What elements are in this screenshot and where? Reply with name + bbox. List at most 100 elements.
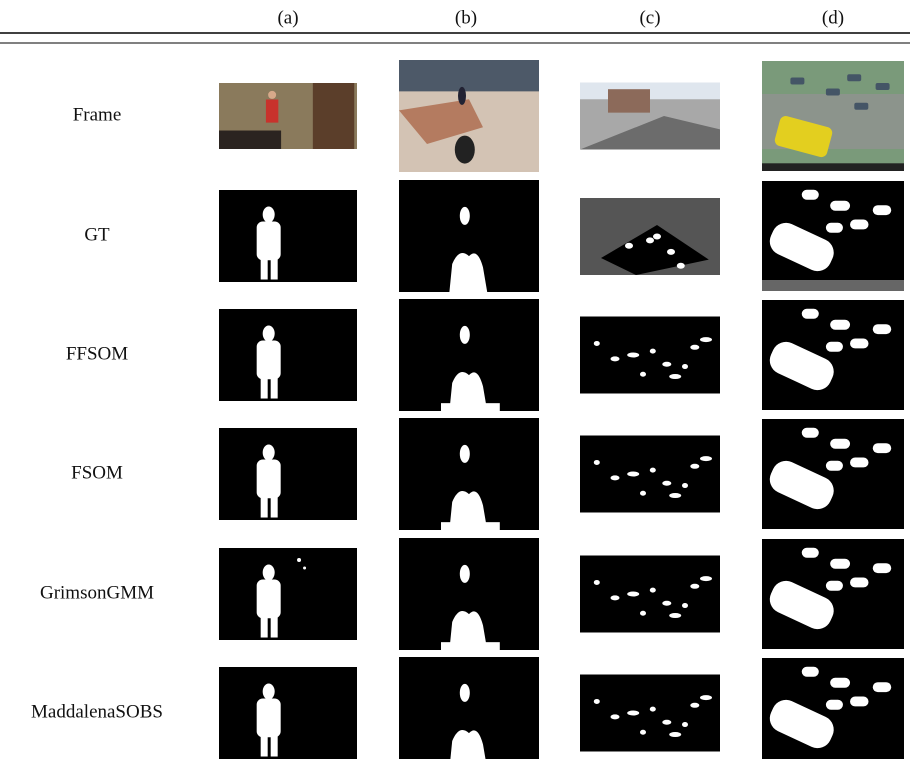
blob	[662, 362, 671, 367]
blob	[627, 711, 639, 716]
blob	[257, 580, 281, 619]
shade	[762, 280, 904, 291]
blob	[257, 460, 281, 499]
mask-image	[580, 317, 720, 394]
blob	[460, 445, 470, 463]
scene	[876, 83, 890, 90]
mask-image	[580, 436, 720, 513]
blob	[850, 697, 868, 707]
blob	[594, 460, 600, 465]
blob	[873, 205, 891, 215]
blob	[297, 558, 301, 562]
blob	[662, 481, 671, 486]
blob	[802, 548, 819, 558]
blob	[261, 495, 268, 518]
mask-image	[219, 428, 357, 520]
blob	[263, 445, 275, 461]
blob	[700, 337, 712, 342]
scene	[458, 87, 466, 105]
page: {"header": {"columns": ["(a)", "(b)", "(…	[0, 0, 910, 759]
blob	[257, 699, 281, 738]
blob	[640, 611, 646, 616]
blob	[263, 565, 275, 581]
blob	[627, 472, 639, 477]
blob	[460, 326, 470, 344]
blob	[690, 464, 699, 469]
blob	[640, 491, 646, 496]
scene	[854, 103, 868, 110]
blob	[646, 237, 654, 243]
mask-image	[219, 667, 357, 759]
blob	[257, 341, 281, 380]
blob	[441, 403, 500, 411]
mask-image	[580, 556, 720, 633]
blob	[826, 461, 843, 471]
mask-image	[219, 190, 357, 282]
blob	[611, 475, 620, 480]
mask-image	[399, 657, 539, 759]
blob	[653, 234, 661, 240]
scene	[313, 83, 354, 149]
scene	[455, 136, 475, 164]
frame-image	[762, 61, 904, 171]
blob	[669, 374, 681, 379]
row-label: MaddalenaSOBS	[31, 701, 163, 722]
blob	[669, 732, 681, 737]
blob	[460, 207, 470, 225]
blob	[826, 700, 843, 710]
blob	[460, 565, 470, 583]
blob	[303, 567, 306, 570]
blob	[611, 356, 620, 361]
blob	[802, 428, 819, 438]
blob	[826, 342, 843, 352]
blob	[690, 703, 699, 708]
mask-bg	[219, 667, 357, 759]
blob	[611, 714, 620, 719]
blob	[830, 439, 850, 449]
mask-image	[580, 198, 720, 275]
blob	[677, 263, 685, 269]
blob	[650, 468, 656, 473]
mask-bg	[219, 190, 357, 282]
row-label: FFSOM	[66, 343, 128, 364]
blob	[850, 220, 868, 230]
mask-image	[762, 539, 904, 649]
blob	[594, 341, 600, 346]
scene	[762, 163, 904, 171]
blob	[682, 722, 688, 727]
blob	[873, 682, 891, 692]
blob	[667, 249, 675, 255]
mask-image	[219, 548, 357, 640]
mask-image	[399, 538, 539, 650]
blob	[669, 493, 681, 498]
blob	[700, 456, 712, 461]
mask-bg	[219, 548, 357, 640]
mask-bg	[580, 436, 720, 513]
mask-image	[399, 299, 539, 411]
mask-image	[762, 181, 904, 291]
blob	[700, 695, 712, 700]
mask-image	[762, 300, 904, 410]
blob	[261, 734, 268, 757]
mask-image	[762, 658, 904, 759]
blob	[263, 207, 275, 223]
blob	[441, 522, 500, 530]
column-header: (b)	[455, 7, 477, 28]
blob	[662, 601, 671, 606]
blob	[271, 734, 278, 757]
row-label: Frame	[73, 104, 122, 125]
blob	[263, 684, 275, 700]
mask-bg	[219, 309, 357, 401]
blob	[682, 364, 688, 369]
frame-image	[399, 60, 539, 172]
column-header: (c)	[639, 7, 660, 28]
column-header: (a)	[277, 7, 298, 28]
blob	[830, 201, 850, 211]
blob	[850, 339, 868, 349]
mask-image	[580, 675, 720, 752]
mask-image	[399, 180, 539, 292]
mask-bg	[580, 556, 720, 633]
blob	[802, 667, 819, 677]
blob	[662, 720, 671, 725]
blob	[261, 615, 268, 638]
